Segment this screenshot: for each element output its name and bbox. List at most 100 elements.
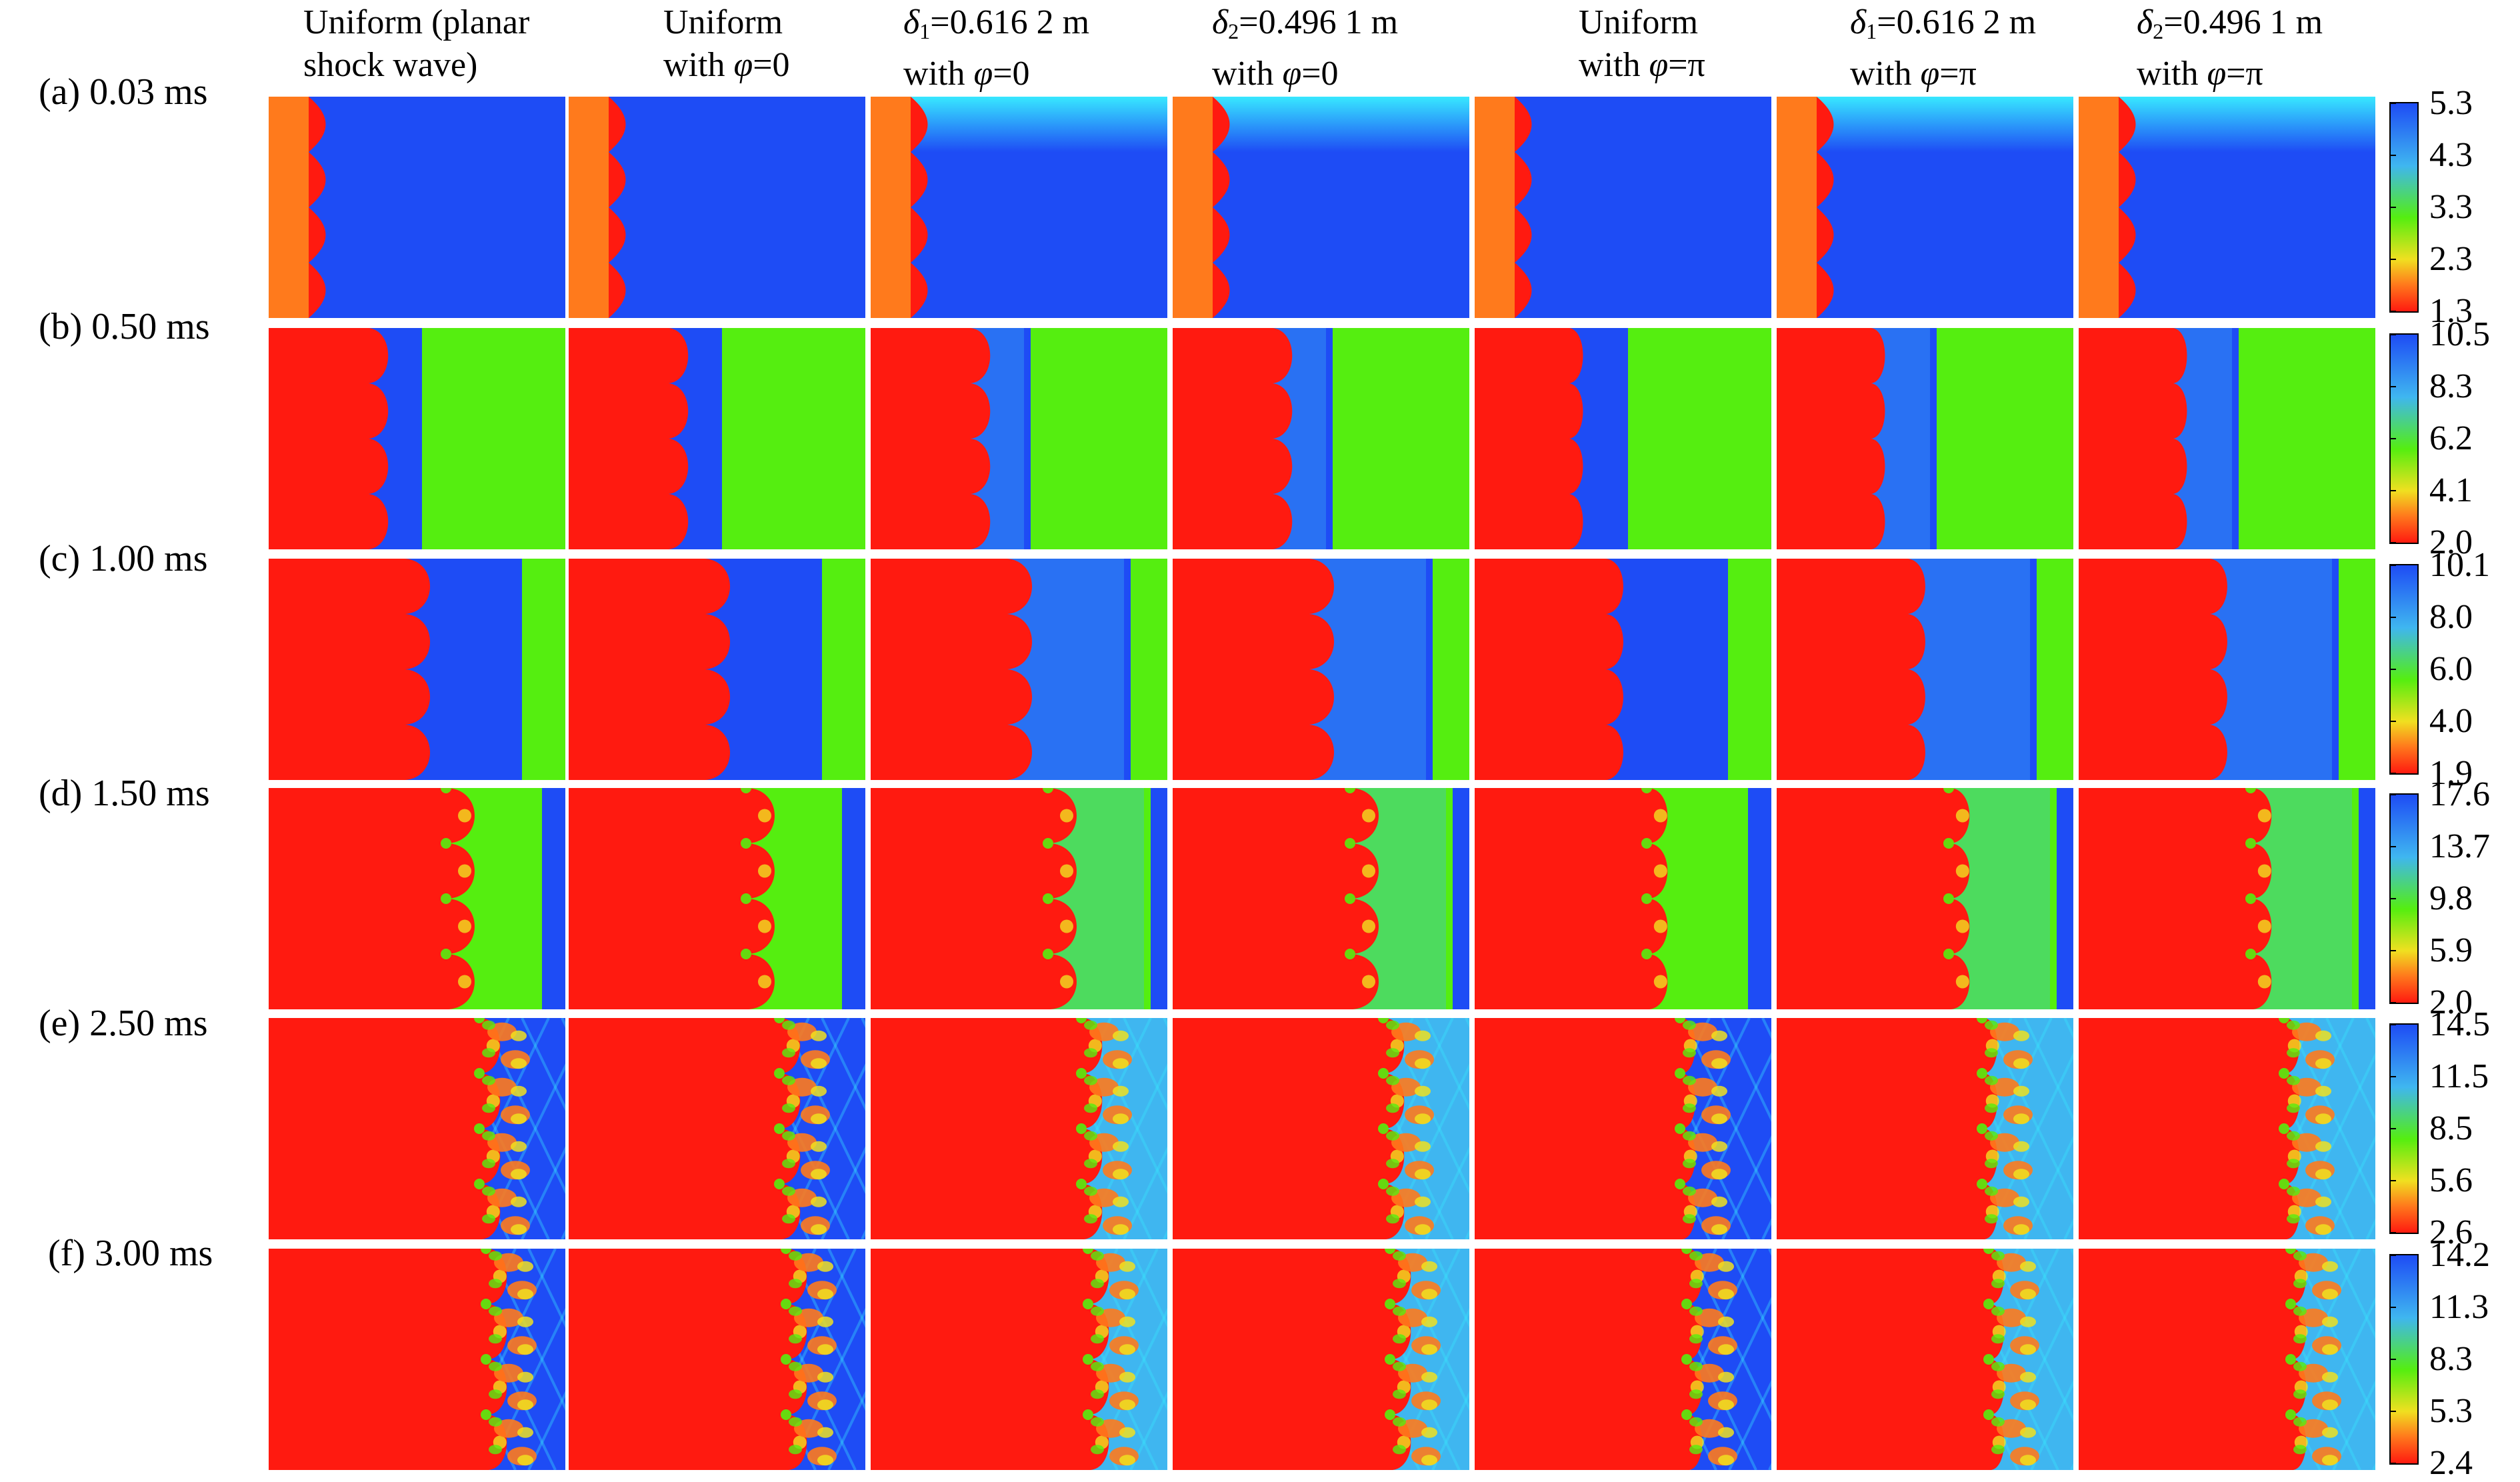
phi-symbol: φ: [1920, 55, 1940, 93]
row-label: (a) 0.03 ms: [39, 71, 208, 113]
colorbar-tick-label: 2.4: [2429, 1444, 2473, 1482]
with-text: with: [1850, 55, 1921, 93]
colorbar-tick-mark: [2389, 950, 2396, 951]
row-label: (d) 1.50 ms: [39, 773, 210, 814]
panel-row1-col3: [871, 97, 1167, 318]
colorbar-tick-label: 14.5: [2429, 1005, 2490, 1043]
row-label: (b) 0.50 ms: [39, 306, 210, 347]
colorbar-tick-label: 2.0: [2429, 523, 2473, 561]
colorbar-tick-label: 8.5: [2429, 1109, 2473, 1147]
with-text: with: [2137, 55, 2207, 93]
panel-row2-col2: [569, 328, 865, 549]
column-header-7: δ2=0.496 1 m with φ=π: [2137, 1, 2323, 95]
column-header-3: δ1=0.616 2 m with φ=0: [903, 1, 1089, 95]
colorbar-tick-label: 4.1: [2429, 471, 2473, 509]
panel-row4-col6: [1777, 788, 2073, 1009]
colorbar-tick-mark: [2389, 721, 2396, 722]
colorbar-tick-label: 6.0: [2429, 650, 2473, 688]
delta-value: =0.616 2 m: [930, 3, 1090, 41]
panel-row6-col4: [1173, 1249, 1469, 1470]
delta-symbol: δ: [903, 3, 920, 41]
colorbar-tick-label: 8.3: [2429, 1340, 2473, 1378]
phi-value: =π: [1939, 55, 1977, 93]
panel-row5-col5: [1475, 1018, 1771, 1239]
column-header-line2: with φ=0: [1212, 53, 1398, 95]
delta-symbol: δ: [2137, 3, 2153, 41]
colorbar-tick-mark: [2389, 565, 2396, 566]
colorbar-tick-mark: [2389, 1255, 2396, 1256]
panel-row5-col3: [871, 1018, 1167, 1239]
column-header-line1: δ1=0.616 2 m: [903, 1, 1089, 53]
colorbar-tick-mark: [2389, 1359, 2396, 1360]
panel-row2-col5: [1475, 328, 1771, 549]
colorbar-tick-mark: [2389, 311, 2396, 312]
colorbar-tick-mark: [2389, 1128, 2396, 1129]
panel-row3-col5: [1475, 559, 1771, 780]
delta-value: =0.496 1 m: [2163, 3, 2323, 41]
delta-subscript: 2: [1228, 19, 1239, 44]
panel-row6-col3: [871, 1249, 1167, 1470]
panel-row2-col7: [2079, 328, 2375, 549]
colorbar-tick-mark: [2389, 490, 2396, 491]
delta-value: =0.616 2 m: [1877, 3, 2037, 41]
panel-row5-col4: [1173, 1018, 1469, 1239]
panel-row4-col4: [1173, 788, 1469, 1009]
phi-value: =0: [993, 55, 1030, 93]
colorbar-tick-label: 13.7: [2429, 827, 2490, 865]
colorbar-tick-label: 4.0: [2429, 702, 2473, 740]
phi-symbol: φ: [1282, 55, 1302, 93]
colorbar-tick-mark: [2389, 103, 2396, 104]
column-header-line1: Uniform: [663, 3, 783, 41]
column-header-5: Uniform with φ=π: [1579, 1, 1705, 87]
delta-symbol: δ: [1212, 3, 1229, 41]
panel-row4-col7: [2079, 788, 2375, 1009]
panel-row6-col5: [1475, 1249, 1771, 1470]
colorbar-tick-mark: [2389, 155, 2396, 156]
colorbar-tick-label: 5.3: [2429, 1392, 2473, 1430]
colorbar-tick-mark: [2389, 1232, 2396, 1233]
colorbar-tick-mark: [2389, 1307, 2396, 1308]
with-text: with: [663, 46, 734, 84]
column-header-4: δ2=0.496 1 m with φ=0: [1212, 1, 1398, 95]
panel-row5-col7: [2079, 1018, 2375, 1239]
colorbar-tick-mark: [2389, 542, 2396, 543]
panel-row2-col3: [871, 328, 1167, 549]
delta-symbol: δ: [1850, 3, 1867, 41]
panel-row1-col7: [2079, 97, 2375, 318]
panel-row3-col3: [871, 559, 1167, 780]
panel-row3-col2: [569, 559, 865, 780]
colorbar-tick-label: 5.9: [2429, 931, 2473, 969]
colorbar-tick-label: 10.5: [2429, 315, 2490, 353]
panel-row2-col6: [1777, 328, 2073, 549]
colorbar-tick-label: 9.8: [2429, 879, 2473, 917]
colorbar-tick-label: 3.3: [2429, 188, 2473, 226]
colorbar-tick-label: 6.2: [2429, 419, 2473, 457]
column-header-line2: with φ=0: [903, 53, 1089, 95]
colorbar-tick-label: 14.2: [2429, 1236, 2490, 1274]
delta-subscript: 1: [919, 19, 931, 44]
column-header-line1: Uniform: [1579, 3, 1699, 41]
panel-row1-col2: [569, 97, 865, 318]
row-label: (e) 2.50 ms: [39, 1003, 208, 1044]
colorbar-tick-mark: [2389, 259, 2396, 260]
colorbar-tick-label: 11.5: [2429, 1057, 2489, 1095]
panel-row3-col7: [2079, 559, 2375, 780]
colorbar-tick-mark: [2389, 794, 2396, 795]
panel-row4-col3: [871, 788, 1167, 1009]
colorbar-tick-mark: [2389, 207, 2396, 208]
panel-row6-col2: [569, 1249, 865, 1470]
column-header-line2: shock wave): [303, 46, 478, 84]
colorbar-tick-mark: [2389, 1002, 2396, 1003]
phi-symbol: φ: [1649, 46, 1669, 84]
colorbar-tick-label: 2.3: [2429, 240, 2473, 278]
colorbar-tick-label: 11.3: [2429, 1288, 2489, 1326]
panel-row1-col6: [1777, 97, 2073, 318]
colorbar-tick-mark: [2389, 1076, 2396, 1077]
panel-row6-col7: [2079, 1249, 2375, 1470]
colorbar-tick-mark: [2389, 669, 2396, 670]
panel-row1-col5: [1475, 97, 1771, 318]
phi-symbol: φ: [733, 46, 753, 84]
panel-row4-col5: [1475, 788, 1771, 1009]
colorbar-tick-mark: [2389, 773, 2396, 774]
